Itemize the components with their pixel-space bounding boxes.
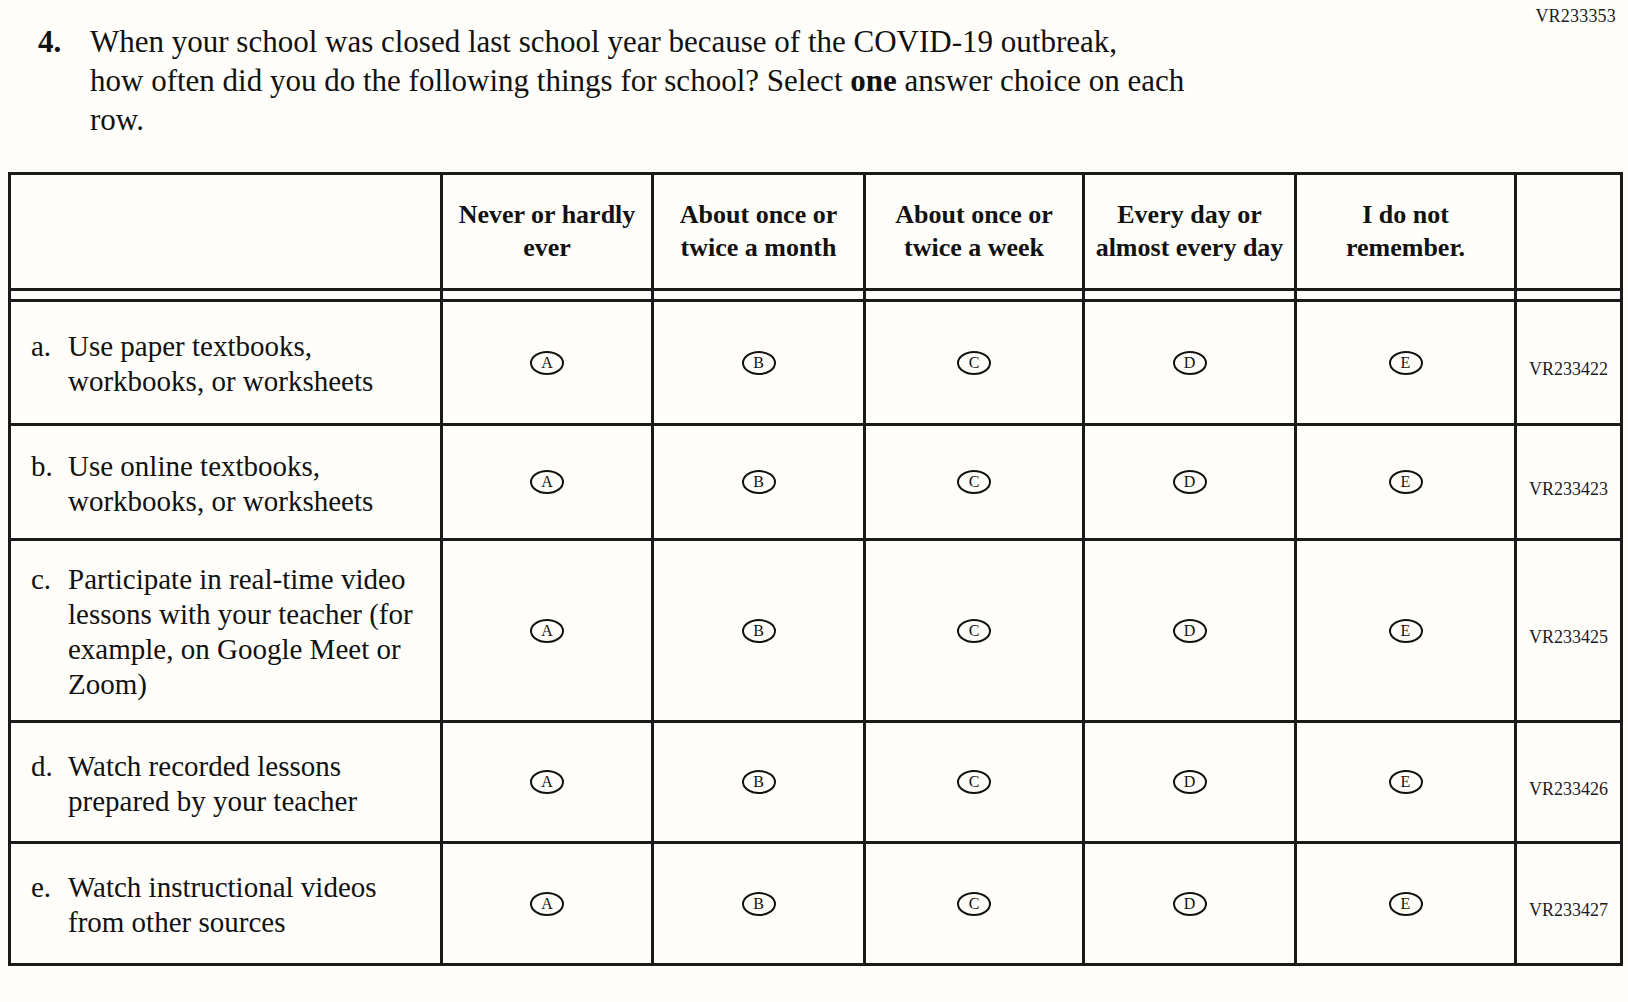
answer-bubble-D[interactable]: D [1173,892,1207,916]
row-code: VR233427 [1516,843,1622,965]
answer-bubble-B[interactable]: B [742,892,776,916]
divider-cell [1296,290,1516,301]
row-stem-text: Watch instructional videos from other so… [68,870,432,940]
row-stem-text: Use online textbooks, workbooks, or work… [68,449,432,519]
row-letter: e. [31,870,68,940]
answer-cell: C [865,540,1084,722]
answer-cell: A [442,843,653,965]
answer-bubble-A[interactable]: A [530,470,564,494]
table-header-row: Never or hardly ever About once or twice… [10,174,1622,290]
answer-bubble-A[interactable]: A [530,892,564,916]
answer-bubble-C[interactable]: C [957,892,991,916]
answer-cell: C [865,843,1084,965]
answer-bubble-E[interactable]: E [1389,892,1423,916]
answer-bubble-C[interactable]: C [957,470,991,494]
answer-bubble-D[interactable]: D [1173,470,1207,494]
answer-bubble-B[interactable]: B [742,619,776,643]
row-stem-text: Use paper textbooks, workbooks, or works… [68,329,432,399]
answer-cell: B [653,722,865,843]
header-empty-stem [10,174,442,290]
answer-cell: B [653,425,865,540]
row-stem: d. Watch recorded lessons prepared by yo… [10,722,442,843]
row-code: VR233425 [1516,540,1622,722]
answer-cell: D [1084,843,1296,965]
answer-cell: C [865,425,1084,540]
answer-bubble-E[interactable]: E [1389,351,1423,375]
row-letter: a. [31,329,68,399]
answer-cell: D [1084,425,1296,540]
divider-cell [442,290,653,301]
divider-cell [865,290,1084,301]
answer-cell: E [1296,722,1516,843]
table-row-e: e. Watch instructional videos from other… [10,843,1622,965]
answer-cell: A [442,301,653,425]
divider-cell [653,290,865,301]
row-letter: d. [31,749,68,819]
answer-bubble-E[interactable]: E [1389,770,1423,794]
answer-cell: D [1084,301,1296,425]
table-row-c: c. Participate in real-time video lesson… [10,540,1622,722]
question-text: When your school was closed last school … [90,22,1378,139]
answer-cell: A [442,425,653,540]
answer-cell: D [1084,722,1296,843]
answer-bubble-D[interactable]: D [1173,351,1207,375]
answer-bubble-B[interactable]: B [742,470,776,494]
form-code: VR233353 [1535,6,1616,27]
question-line-3: row. [90,100,1378,139]
row-code: VR233423 [1516,425,1622,540]
answer-cell: E [1296,843,1516,965]
column-header-weekly: About once or twice a week [865,174,1084,290]
answer-cell: C [865,722,1084,843]
answer-cell: E [1296,425,1516,540]
answer-bubble-C[interactable]: C [957,351,991,375]
answer-bubble-A[interactable]: A [530,770,564,794]
column-header-never: Never or hardly ever [442,174,653,290]
row-letter: c. [31,562,68,702]
header-divider-row [10,290,1622,301]
answer-bubble-D[interactable]: D [1173,619,1207,643]
question-line-1: When your school was closed last school … [90,22,1378,61]
answer-bubble-A[interactable]: A [530,619,564,643]
answer-cell: A [442,722,653,843]
answer-cell: A [442,540,653,722]
answer-cell: D [1084,540,1296,722]
column-header-daily: Every day or almost every day [1084,174,1296,290]
divider-cell [1516,290,1622,301]
column-header-no-remember: I do not remember. [1296,174,1516,290]
row-code: VR233426 [1516,722,1622,843]
row-stem: c. Participate in real-time video lesson… [10,540,442,722]
table-row-a: a. Use paper textbooks, workbooks, or wo… [10,301,1622,425]
answer-bubble-E[interactable]: E [1389,470,1423,494]
divider-cell [10,290,442,301]
answer-bubble-B[interactable]: B [742,351,776,375]
answer-cell: C [865,301,1084,425]
answer-grid: Never or hardly ever About once or twice… [8,172,1623,966]
answer-bubble-E[interactable]: E [1389,619,1423,643]
row-stem-text: Watch recorded lessons prepared by your … [68,749,432,819]
row-stem-text: Participate in real-time video lessons w… [68,562,432,702]
answer-cell: E [1296,540,1516,722]
answer-cell: B [653,843,865,965]
answer-bubble-C[interactable]: C [957,619,991,643]
row-code: VR233422 [1516,301,1622,425]
divider-cell [1084,290,1296,301]
header-empty-code [1516,174,1622,290]
row-stem: a. Use paper textbooks, workbooks, or wo… [10,301,442,425]
answer-cell: E [1296,301,1516,425]
answer-bubble-C[interactable]: C [957,770,991,794]
answer-bubble-B[interactable]: B [742,770,776,794]
column-header-monthly: About once or twice a month [653,174,865,290]
row-stem: b. Use online textbooks, workbooks, or w… [10,425,442,540]
question-line-2: how often did you do the following thing… [90,61,1378,100]
answer-bubble-A[interactable]: A [530,351,564,375]
table-row-b: b. Use online textbooks, workbooks, or w… [10,425,1622,540]
answer-cell: B [653,540,865,722]
answer-cell: B [653,301,865,425]
row-stem: e. Watch instructional videos from other… [10,843,442,965]
table-row-d: d. Watch recorded lessons prepared by yo… [10,722,1622,843]
question-number: 4. [38,22,61,61]
answer-bubble-D[interactable]: D [1173,770,1207,794]
row-letter: b. [31,449,68,519]
question-block: 4. When your school was closed last scho… [38,22,1378,139]
